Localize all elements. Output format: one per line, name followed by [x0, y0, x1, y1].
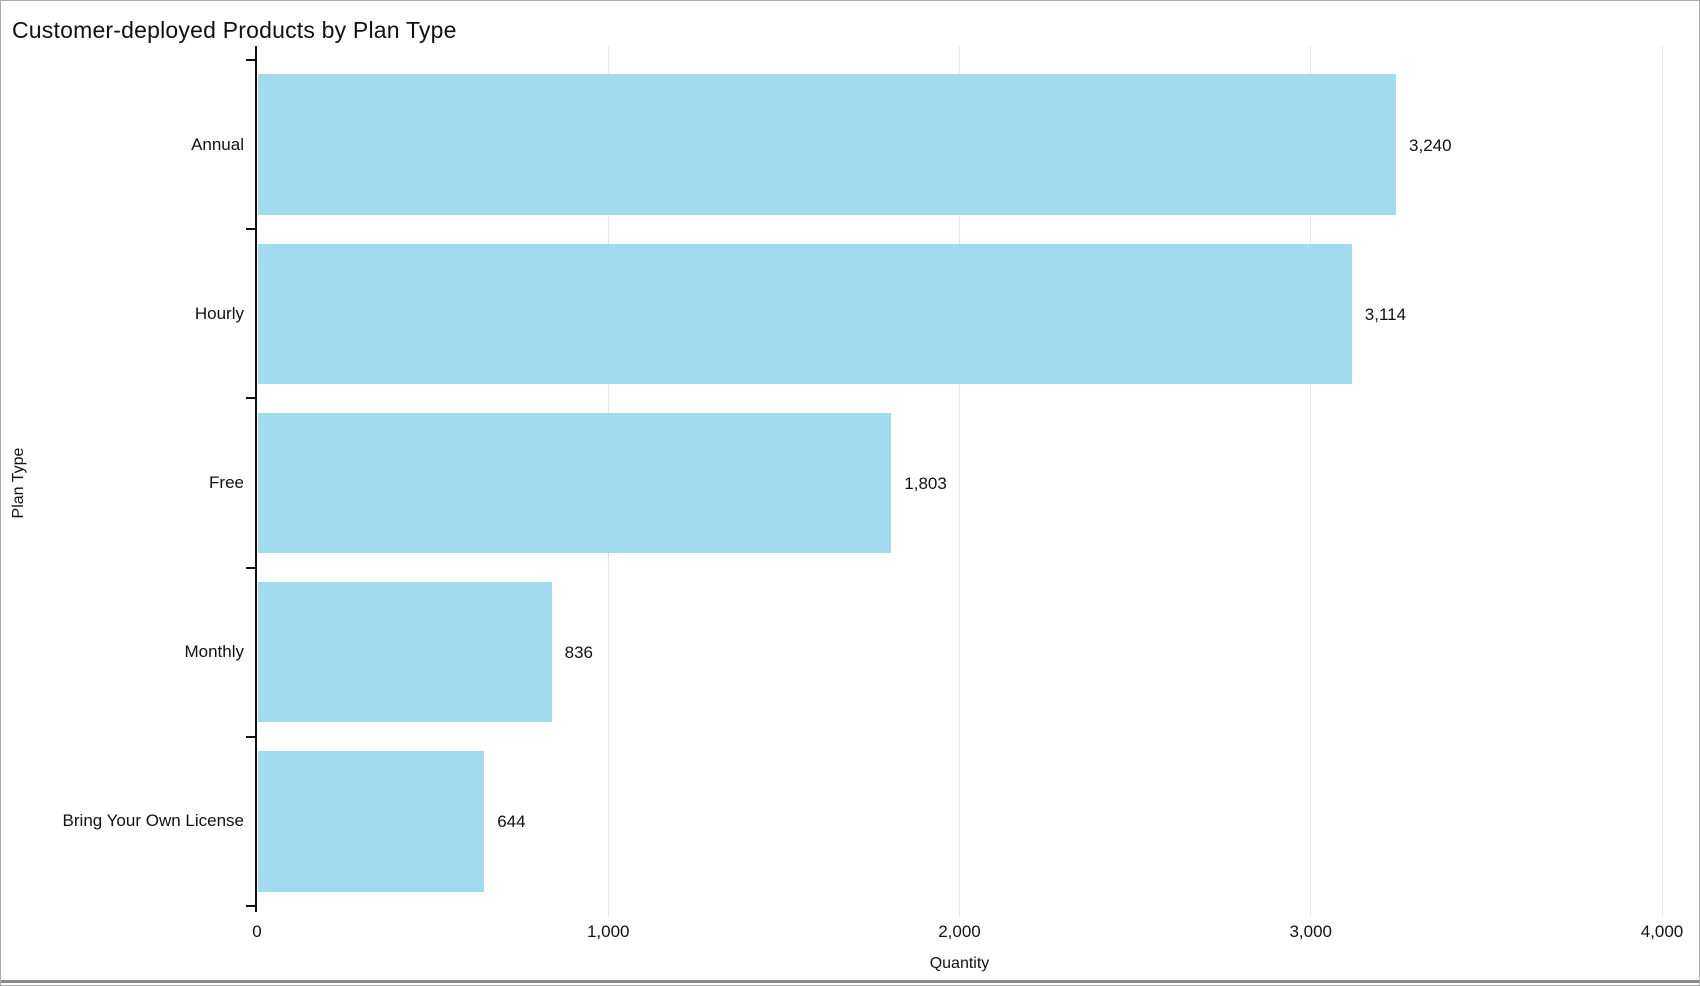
y-axis-tick — [246, 228, 255, 231]
gridline — [959, 46, 960, 916]
bar-value-label: 3,114 — [1364, 304, 1407, 324]
category-label: Monthly — [184, 642, 244, 662]
bar-value-label: 836 — [564, 643, 594, 663]
x-tick-label: 3,000 — [1289, 922, 1333, 941]
x-axis-title: Quantity — [929, 955, 990, 972]
category-label: Bring Your Own License — [62, 811, 244, 831]
window-bottom-edge — [1, 980, 1699, 983]
bar — [258, 751, 485, 892]
x-tick-label: 2,000 — [938, 922, 981, 941]
category-label: Annual — [191, 134, 244, 154]
gridline — [1661, 46, 1663, 916]
y-axis-tick — [246, 59, 255, 61]
bar — [258, 243, 1352, 384]
x-tick-label: 1,000 — [586, 922, 630, 941]
y-axis-tick — [246, 566, 255, 569]
category-label: Free — [209, 473, 244, 492]
bar-value-label: 1,803 — [904, 474, 947, 493]
category-label: Hourly — [194, 303, 244, 323]
chart-title: Customer-deployed Products by Plan Type — [12, 17, 457, 43]
y-axis-line — [255, 46, 257, 912]
bar-value-label: 644 — [497, 812, 526, 832]
gridline — [1310, 46, 1312, 916]
x-tick-label: 4,000 — [1640, 922, 1684, 941]
bar-value-label: 3,240 — [1409, 135, 1452, 155]
y-axis-tick — [246, 735, 255, 738]
y-axis-tick — [246, 397, 255, 400]
bar — [258, 74, 1397, 215]
bar — [258, 412, 892, 554]
y-axis-tick — [246, 905, 255, 907]
y-axis-title: Plan Type — [10, 447, 27, 519]
bar — [258, 581, 552, 723]
x-tick-label: 0 — [252, 922, 262, 941]
